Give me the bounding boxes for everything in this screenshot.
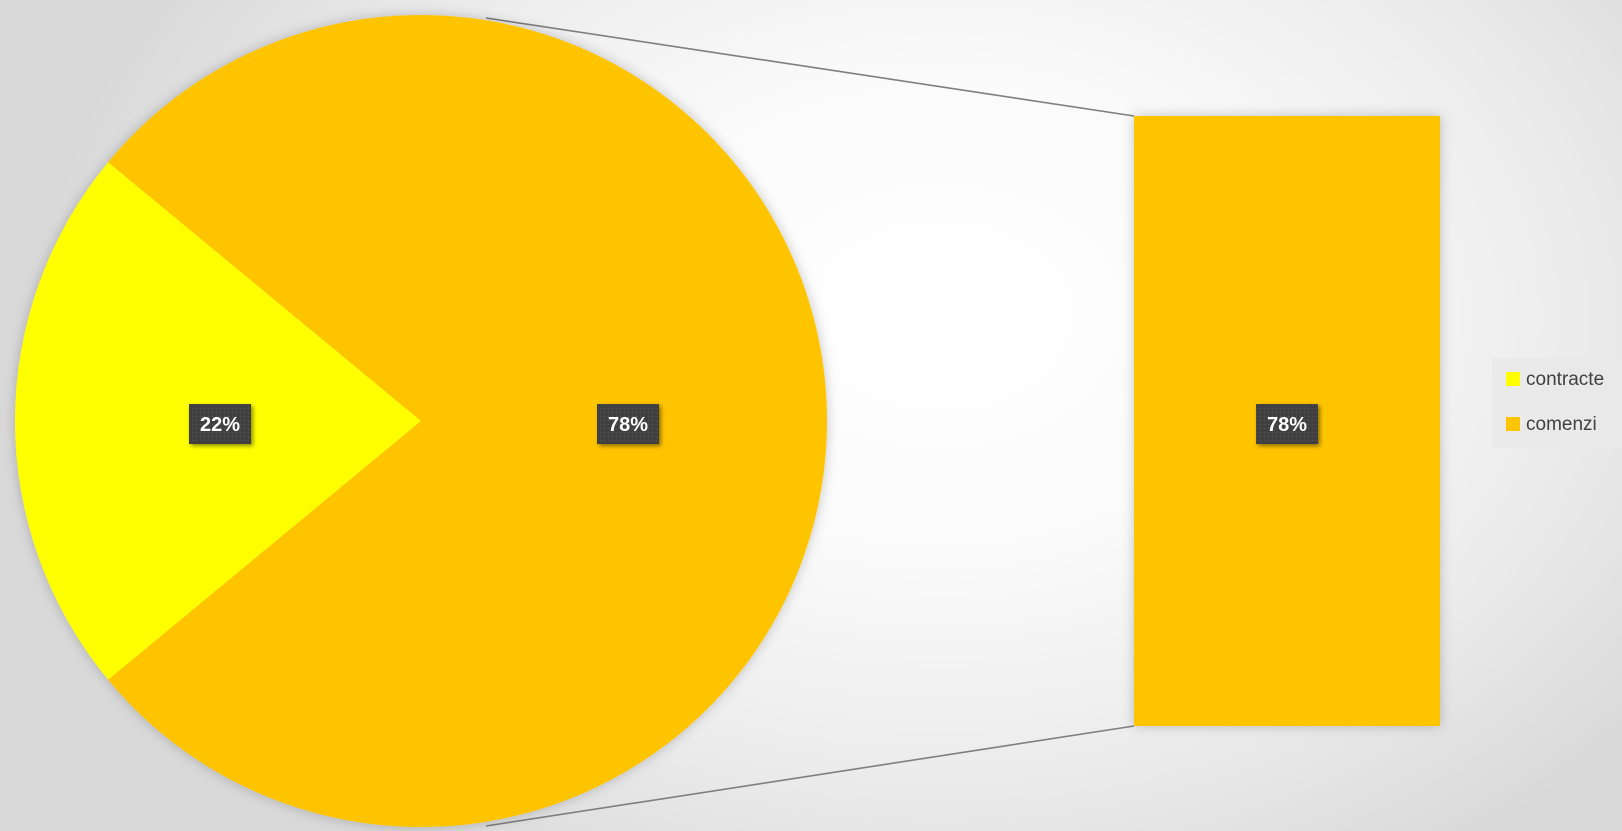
pie-shadow-group	[14, 14, 828, 827]
data-label-comenzi-pie: 78%	[597, 404, 659, 444]
data-label-comenzi-bar-box	[1256, 404, 1318, 444]
data-labels: 22% 78% 78%	[189, 404, 1318, 444]
pie-plot	[14, 14, 828, 827]
data-label-contracte-box	[189, 404, 251, 444]
legend-swatch-contracte	[1506, 372, 1520, 386]
data-label-contracte: 22%	[189, 404, 251, 444]
legend-label-contracte: contracte	[1526, 369, 1604, 390]
data-label-contracte-text: 22%	[200, 414, 240, 436]
connector-line-bottom	[485, 725, 1135, 827]
connector-line-top	[485, 17, 1135, 117]
legend-label-comenzi: comenzi	[1526, 414, 1597, 435]
legend-swatch-comenzi	[1506, 417, 1520, 431]
data-label-comenzi-pie-text: 78%	[608, 414, 648, 436]
data-label-comenzi-pie-box	[597, 404, 659, 444]
legend: contracte comenzi	[1492, 358, 1622, 448]
pie-slice-comenzi	[108, 14, 828, 827]
data-label-comenzi-bar-text: 78%	[1267, 414, 1307, 436]
connector-lines	[485, 17, 1135, 827]
data-label-comenzi-bar: 78%	[1256, 404, 1318, 444]
